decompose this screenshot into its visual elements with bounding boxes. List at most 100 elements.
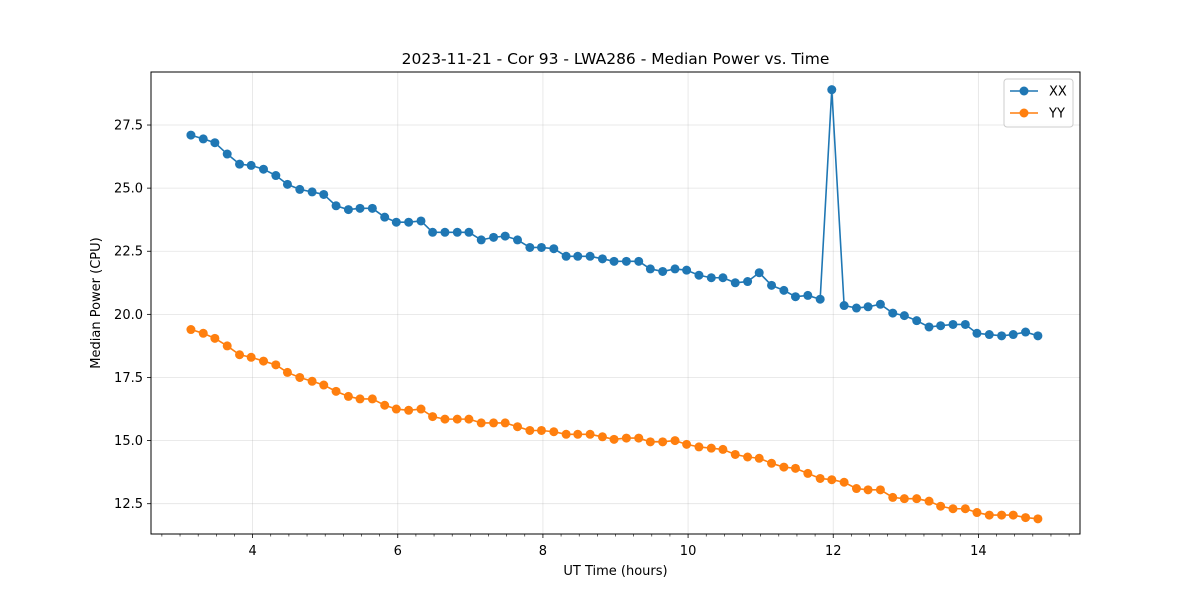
data-point-yy bbox=[259, 356, 268, 366]
data-point-xx bbox=[525, 242, 535, 252]
data-point-yy bbox=[670, 436, 680, 446]
x-axis: 4 6 8 10 12 14 bbox=[161, 534, 1070, 559]
data-point-yy bbox=[367, 394, 377, 404]
legend-marker-xx bbox=[1019, 86, 1029, 96]
data-point-yy bbox=[186, 325, 196, 335]
data-point-xx bbox=[888, 308, 898, 318]
data-point-yy bbox=[888, 492, 898, 502]
data-point-yy bbox=[440, 414, 450, 424]
data-point-yy bbox=[536, 425, 546, 435]
data-point-yy bbox=[718, 444, 728, 454]
data-point-yy bbox=[1033, 514, 1043, 524]
data-point-yy bbox=[827, 475, 837, 485]
grid bbox=[151, 72, 1080, 534]
data-point-yy bbox=[997, 510, 1007, 520]
data-point-yy bbox=[924, 496, 934, 506]
data-point-yy bbox=[743, 452, 753, 462]
data-point-yy bbox=[597, 432, 607, 442]
data-point-yy bbox=[282, 367, 292, 377]
data-point-xx bbox=[863, 302, 873, 312]
x-tick-label: 10 bbox=[680, 544, 697, 559]
data-point-yy bbox=[984, 510, 994, 520]
x-tick-label: 8 bbox=[539, 544, 547, 559]
data-point-xx bbox=[1008, 330, 1018, 340]
data-point-yy bbox=[658, 437, 668, 447]
data-point-yy bbox=[585, 429, 595, 439]
data-point-xx bbox=[198, 134, 208, 144]
data-point-xx bbox=[222, 149, 232, 159]
data-point-xx bbox=[536, 242, 546, 252]
data-point-xx bbox=[271, 171, 281, 181]
y-tick-label: 17.5 bbox=[114, 371, 143, 386]
legend: XX YY bbox=[1003, 78, 1074, 128]
data-point-xx bbox=[779, 285, 789, 295]
data-point-yy bbox=[609, 434, 619, 444]
data-point-yy bbox=[307, 376, 317, 386]
data-point-xx bbox=[355, 203, 365, 213]
data-point-xx bbox=[186, 130, 196, 140]
data-point-xx bbox=[476, 235, 486, 245]
data-point-xx bbox=[815, 294, 825, 304]
data-point-xx bbox=[464, 227, 474, 237]
data-point-xx bbox=[343, 205, 353, 215]
data-point-xx bbox=[743, 277, 753, 287]
data-point-xx bbox=[972, 328, 982, 338]
data-point-yy bbox=[513, 422, 523, 432]
data-point-xx bbox=[404, 217, 414, 227]
data-point-yy bbox=[222, 341, 232, 351]
data-point-yy bbox=[815, 473, 825, 483]
data-point-xx bbox=[948, 319, 958, 329]
data-point-yy bbox=[851, 484, 861, 494]
data-point-yy bbox=[803, 468, 813, 478]
data-point-xx bbox=[585, 251, 595, 261]
data-point-yy bbox=[645, 437, 655, 447]
data-point-xx bbox=[694, 270, 704, 280]
data-point-yy bbox=[1021, 513, 1031, 523]
x-tick-label: 12 bbox=[825, 544, 842, 559]
data-point-xx bbox=[259, 164, 268, 174]
data-point-yy bbox=[561, 429, 571, 439]
data-point-xx bbox=[1033, 331, 1043, 341]
data-point-yy bbox=[319, 380, 329, 390]
data-point-xx bbox=[658, 266, 668, 276]
data-point-yy bbox=[416, 404, 426, 414]
x-tick-label: 4 bbox=[248, 544, 256, 559]
legend-marker-yy bbox=[1019, 108, 1029, 118]
data-point-xx bbox=[960, 319, 970, 329]
data-point-yy bbox=[621, 433, 631, 443]
data-point-xx bbox=[391, 217, 401, 227]
data-point-xx bbox=[730, 278, 740, 288]
data-point-yy bbox=[972, 508, 982, 518]
data-point-xx bbox=[839, 301, 849, 311]
data-point-xx bbox=[513, 235, 523, 245]
data-point-yy bbox=[489, 418, 499, 428]
legend-label-yy: YY bbox=[1048, 107, 1065, 122]
data-point-xx bbox=[924, 322, 934, 332]
x-tick-label: 14 bbox=[970, 544, 987, 559]
data-point-xx bbox=[307, 187, 317, 197]
data-point-xx bbox=[621, 256, 631, 266]
data-point-yy bbox=[343, 391, 353, 401]
data-point-xx bbox=[1021, 327, 1031, 337]
data-point-xx bbox=[790, 292, 800, 302]
data-point-xx bbox=[899, 311, 909, 321]
data-point-xx bbox=[803, 290, 813, 300]
data-point-xx bbox=[235, 159, 245, 169]
data-point-xx bbox=[428, 227, 438, 237]
data-point-yy bbox=[779, 462, 789, 472]
data-point-yy bbox=[875, 485, 885, 495]
y-tick-label: 20.0 bbox=[114, 308, 143, 323]
y-axis-label: Median Power (CPU) bbox=[89, 237, 104, 368]
data-point-yy bbox=[464, 414, 474, 424]
data-point-xx bbox=[295, 184, 305, 194]
data-point-yy bbox=[899, 494, 909, 504]
data-point-xx bbox=[851, 303, 861, 313]
legend-label-xx: XX bbox=[1049, 85, 1067, 100]
data-point-yy bbox=[839, 477, 849, 487]
data-point-xx bbox=[489, 232, 499, 242]
data-point-xx bbox=[767, 280, 777, 290]
data-point-yy bbox=[1008, 510, 1018, 520]
data-point-yy bbox=[549, 427, 559, 437]
